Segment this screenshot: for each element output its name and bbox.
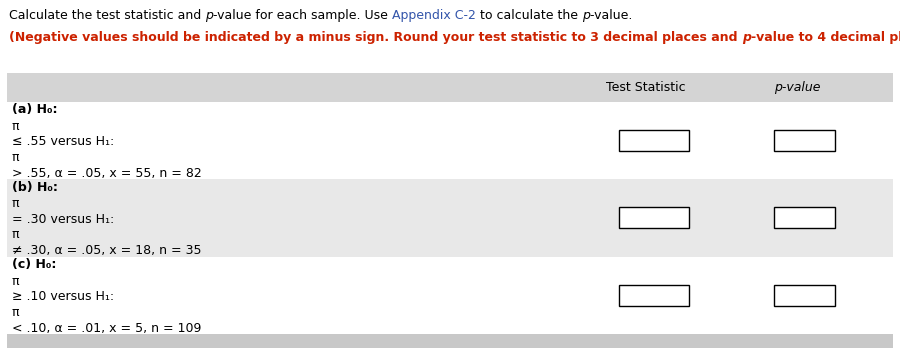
Bar [7, 179, 893, 256]
Text: -value for each sample. Use: -value for each sample. Use [213, 9, 392, 22]
Text: π: π [12, 120, 19, 133]
Text: π: π [12, 275, 19, 288]
Bar [7, 73, 893, 102]
Text: ≠ .30, α = .05, x = 18, n = 35: ≠ .30, α = .05, x = 18, n = 35 [12, 244, 202, 257]
Text: (c) H₀:: (c) H₀: [12, 258, 56, 271]
Bar [7, 102, 893, 179]
Bar [774, 130, 835, 151]
Bar [619, 130, 689, 151]
Bar [7, 256, 893, 334]
Text: -value.: -value. [590, 9, 636, 22]
Text: (Negative values should be indicated by a minus sign. Round your test statistic : (Negative values should be indicated by … [9, 31, 742, 44]
Text: (a) H₀:: (a) H₀: [12, 103, 58, 116]
Bar [774, 285, 835, 306]
Text: (b) H₀:: (b) H₀: [12, 181, 58, 194]
Text: -value to 4 decimal places.): -value to 4 decimal places.) [751, 31, 900, 44]
Text: > .55, α = .05, x = 55, n = 82: > .55, α = .05, x = 55, n = 82 [12, 167, 202, 180]
Text: ≥ .10 versus H₁:: ≥ .10 versus H₁: [12, 290, 113, 303]
Bar [619, 285, 689, 306]
Text: p-value: p-value [774, 81, 821, 94]
Text: Test Statistic: Test Statistic [607, 81, 686, 94]
Text: p: p [205, 9, 213, 22]
Text: π: π [12, 151, 19, 164]
Text: p: p [582, 9, 590, 22]
Text: p: p [742, 31, 751, 44]
Text: < .10, α = .01, x = 5, n = 109: < .10, α = .01, x = 5, n = 109 [12, 322, 201, 335]
Text: to calculate the: to calculate the [476, 9, 582, 22]
Text: Appendix C-2: Appendix C-2 [392, 9, 476, 22]
Text: π: π [12, 229, 19, 242]
Text: ≤ .55 versus H₁:: ≤ .55 versus H₁: [12, 135, 114, 148]
Text: = .30 versus H₁:: = .30 versus H₁: [12, 213, 114, 226]
Bar [619, 207, 689, 228]
Text: π: π [12, 197, 19, 210]
Text: π: π [12, 306, 19, 319]
Bar [7, 334, 893, 348]
Text: Calculate the test statistic and: Calculate the test statistic and [9, 9, 205, 22]
Bar [774, 207, 835, 228]
